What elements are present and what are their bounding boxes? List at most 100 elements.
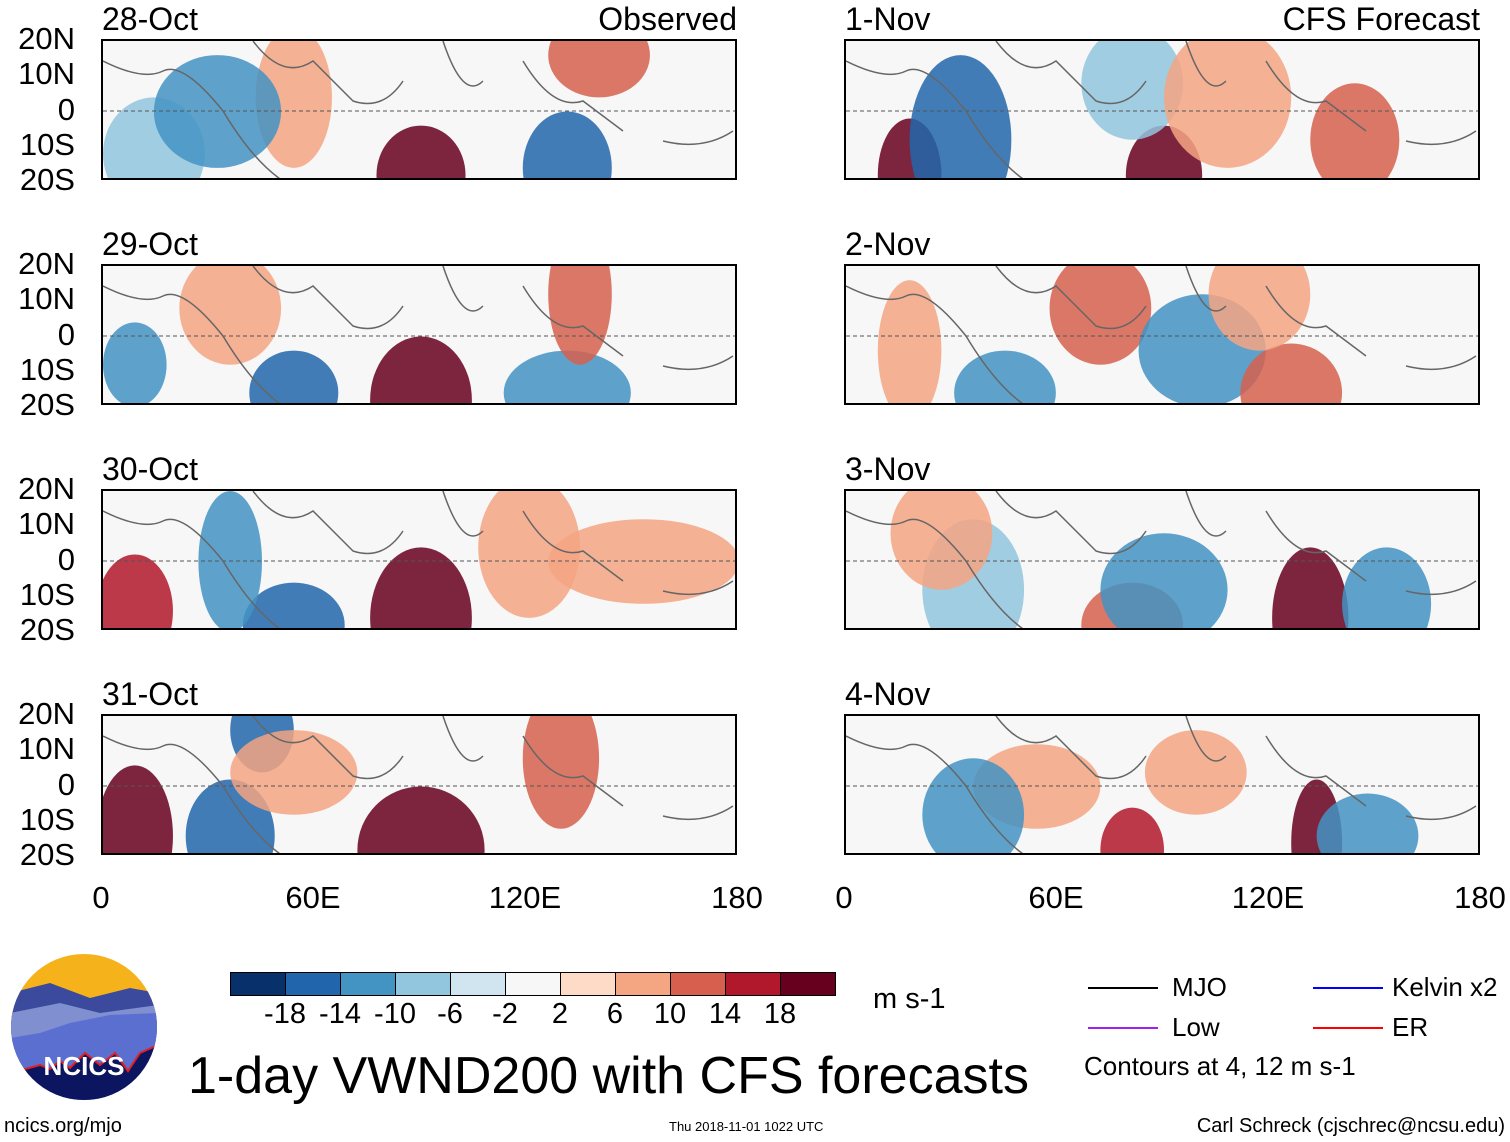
- wind-anomaly-region: [1100, 533, 1228, 628]
- colorbar-swatch: [781, 973, 835, 995]
- wind-anomaly-region: [1049, 266, 1152, 365]
- legend-swatch-low: [1088, 1027, 1158, 1029]
- coastline: [103, 266, 734, 403]
- lat-tick-label: 10N: [18, 731, 75, 767]
- lat-tick-label: 0: [57, 766, 75, 802]
- forecast-label: CFS Forecast: [1282, 1, 1480, 37]
- lat-tick-label: 20S: [19, 837, 75, 872]
- colorbar-swatch: [451, 973, 506, 995]
- colorbar-tick-label: 14: [708, 998, 742, 1030]
- lat-tick-label: 0: [57, 541, 75, 577]
- coastline: [846, 41, 1477, 178]
- panel-date: 31-Oct: [102, 676, 199, 712]
- wind-anomaly-region: [1208, 266, 1311, 351]
- wind-anomaly-region: [1081, 41, 1184, 140]
- wind-anomaly-region: [370, 336, 472, 403]
- lat-tick-label: 20N: [18, 696, 75, 731]
- observed-map-panel: [101, 714, 737, 855]
- wind-anomaly-region: [1316, 793, 1419, 853]
- observed-map-panel: [101, 489, 737, 630]
- ncics-logo: NCICS: [10, 953, 158, 1101]
- lon-tick-label: 60E: [285, 880, 341, 915]
- wind-anomaly-region: [890, 491, 993, 590]
- wind-anomaly-region: [249, 350, 339, 403]
- colorbar: [230, 972, 836, 996]
- panel-date: 30-Oct: [102, 451, 199, 487]
- footer-url[interactable]: ncics.org/mjo: [4, 1115, 122, 1137]
- observed-label: Observed: [598, 1, 737, 37]
- wind-anomaly-region: [1342, 547, 1432, 628]
- contour-note: Contours at 4, 12 m s-1: [1084, 1051, 1356, 1081]
- coastline: [103, 716, 734, 853]
- wind-anomaly-region: [522, 111, 612, 178]
- legend-label-low: Low: [1172, 1012, 1220, 1042]
- wind-anomaly-region: [242, 582, 345, 628]
- wind-anomaly-region: [198, 491, 262, 628]
- colorbar-swatch: [286, 973, 341, 995]
- coastline: [846, 716, 1477, 853]
- lon-tick-label: 120E: [1231, 880, 1305, 915]
- lon-tick-label: 0: [92, 880, 110, 915]
- figure-title: 1-day VWND200 with CFS forecasts: [188, 1047, 1029, 1105]
- colorbar-swatch: [231, 973, 286, 995]
- lat-tick-label: 20N: [18, 21, 75, 56]
- wind-anomaly-region: [548, 41, 650, 98]
- coastline: [103, 491, 734, 628]
- colorbar-swatch: [561, 973, 616, 995]
- coastline: [846, 491, 1477, 628]
- wind-anomaly-region: [548, 266, 612, 365]
- colorbar-tick-label: -14: [319, 998, 361, 1030]
- lon-tick-label: 180: [711, 880, 763, 915]
- wind-anomaly-region: [909, 55, 1012, 178]
- wind-anomaly-region: [1272, 547, 1349, 628]
- wind-anomaly-region: [1100, 807, 1164, 853]
- colorbar-tick-label: 2: [551, 998, 569, 1030]
- lat-tick-label: 20S: [19, 387, 75, 422]
- colorbar-tick-label: -6: [437, 998, 463, 1030]
- colorbar-tick-label: 10: [653, 998, 687, 1030]
- colorbar-tick-label: -2: [492, 998, 518, 1030]
- colorbar-tick-label: -10: [374, 998, 416, 1030]
- legend-swatch-kelvin: [1313, 987, 1383, 989]
- wind-anomaly-region: [357, 786, 485, 853]
- wind-anomaly-region: [522, 716, 600, 829]
- colorbar-swatch: [341, 973, 396, 995]
- lat-tick-label: 10S: [19, 126, 75, 162]
- colorbar-tick-label: -18: [264, 998, 306, 1030]
- lat-tick-label: 10N: [18, 506, 75, 542]
- wind-anomaly-region: [370, 547, 472, 628]
- wind-anomaly-region: [255, 41, 332, 168]
- panel-date: 1-Nov: [845, 1, 931, 37]
- observed-map-panel: [101, 39, 737, 180]
- wind-anomaly-region: [103, 554, 173, 628]
- wind-anomaly-region: [548, 519, 735, 604]
- footer-timestamp: Thu 2018-11-01 1022 UTC: [669, 1119, 824, 1134]
- legend-label-kelvin: Kelvin x2: [1392, 972, 1498, 1002]
- lon-tick-label: 0: [835, 880, 853, 915]
- footer-author: Carl Schreck (cjschrec@ncsu.edu): [1196, 1115, 1505, 1137]
- wind-anomaly-region: [954, 350, 1056, 403]
- lat-tick-label: 0: [57, 91, 75, 127]
- wind-anomaly-region: [103, 765, 173, 853]
- wind-anomaly-region: [179, 266, 282, 365]
- forecast-map-panel: [844, 714, 1480, 855]
- legend-label-mjo: MJO: [1172, 972, 1227, 1002]
- colorbar-swatch: [671, 973, 726, 995]
- legend-swatch-er: [1313, 1027, 1383, 1029]
- wind-anomaly-region: [478, 491, 580, 618]
- lat-tick-label: 10N: [18, 56, 75, 92]
- lat-tick-label: 20S: [19, 612, 75, 647]
- colorbar-units: m s-1: [873, 983, 946, 1015]
- colorbar-tick-label: 18: [763, 998, 797, 1030]
- svg-text:NCICS: NCICS: [44, 1051, 125, 1081]
- wind-anomaly-region: [1164, 41, 1292, 168]
- panel-date: 2-Nov: [845, 226, 931, 262]
- colorbar-swatch: [506, 973, 561, 995]
- wind-anomaly-region: [1240, 343, 1343, 403]
- lat-tick-label: 10S: [19, 801, 75, 837]
- wind-anomaly-region: [103, 322, 167, 403]
- lat-tick-label: 20S: [19, 162, 75, 197]
- wind-anomaly-region: [1310, 83, 1400, 178]
- panel-date: 3-Nov: [845, 451, 931, 487]
